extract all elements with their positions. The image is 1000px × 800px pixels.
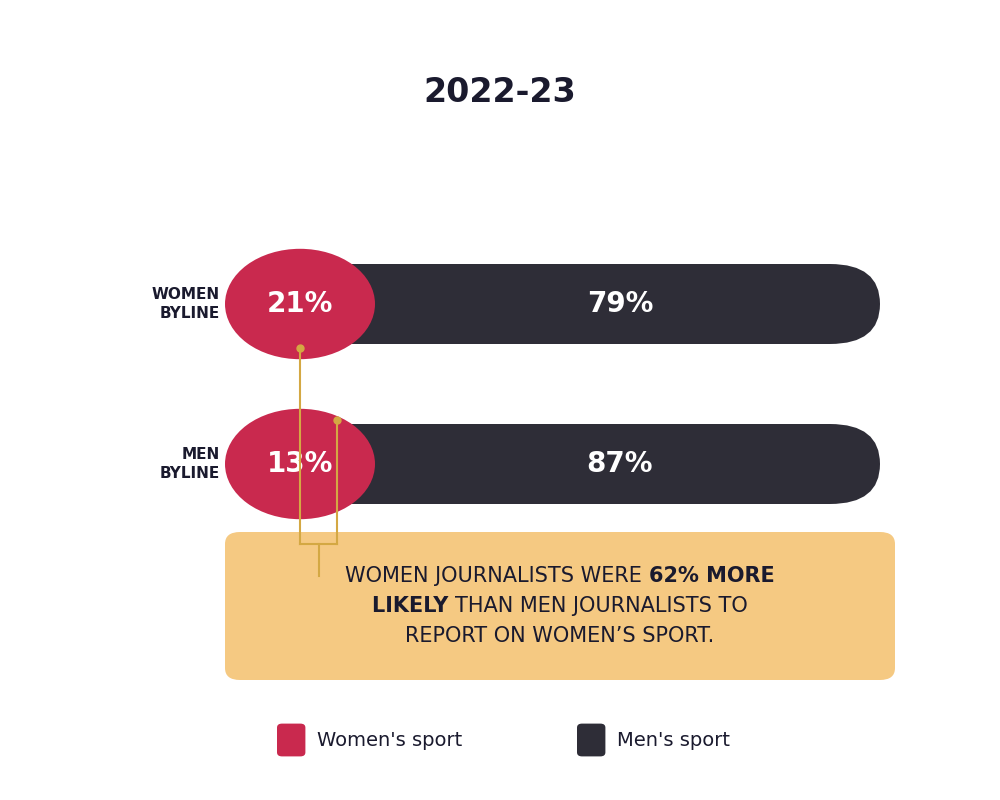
Text: LIKELY: LIKELY (372, 596, 455, 616)
Text: 62% MORE: 62% MORE (649, 566, 775, 586)
Text: WOMEN
BYLINE: WOMEN BYLINE (152, 286, 220, 322)
Text: Women's sport: Women's sport (317, 730, 463, 750)
Text: 87%: 87% (587, 450, 653, 478)
Ellipse shape (225, 409, 375, 519)
Text: 13%: 13% (267, 450, 333, 478)
FancyBboxPatch shape (277, 723, 305, 757)
FancyBboxPatch shape (225, 532, 895, 680)
Text: 2022-23: 2022-23 (424, 75, 576, 109)
Text: 21%: 21% (267, 290, 333, 318)
FancyBboxPatch shape (577, 723, 605, 757)
FancyBboxPatch shape (240, 264, 880, 344)
Text: Men's sport: Men's sport (617, 730, 730, 750)
Text: THAN MEN JOURNALISTS TO: THAN MEN JOURNALISTS TO (455, 596, 748, 616)
Ellipse shape (225, 249, 375, 359)
Text: 79%: 79% (587, 290, 653, 318)
Text: REPORT ON WOMEN’S SPORT.: REPORT ON WOMEN’S SPORT. (405, 626, 715, 646)
Text: WOMEN JOURNALISTS WERE: WOMEN JOURNALISTS WERE (345, 566, 649, 586)
FancyBboxPatch shape (240, 424, 880, 504)
Text: MEN
BYLINE: MEN BYLINE (160, 446, 220, 482)
